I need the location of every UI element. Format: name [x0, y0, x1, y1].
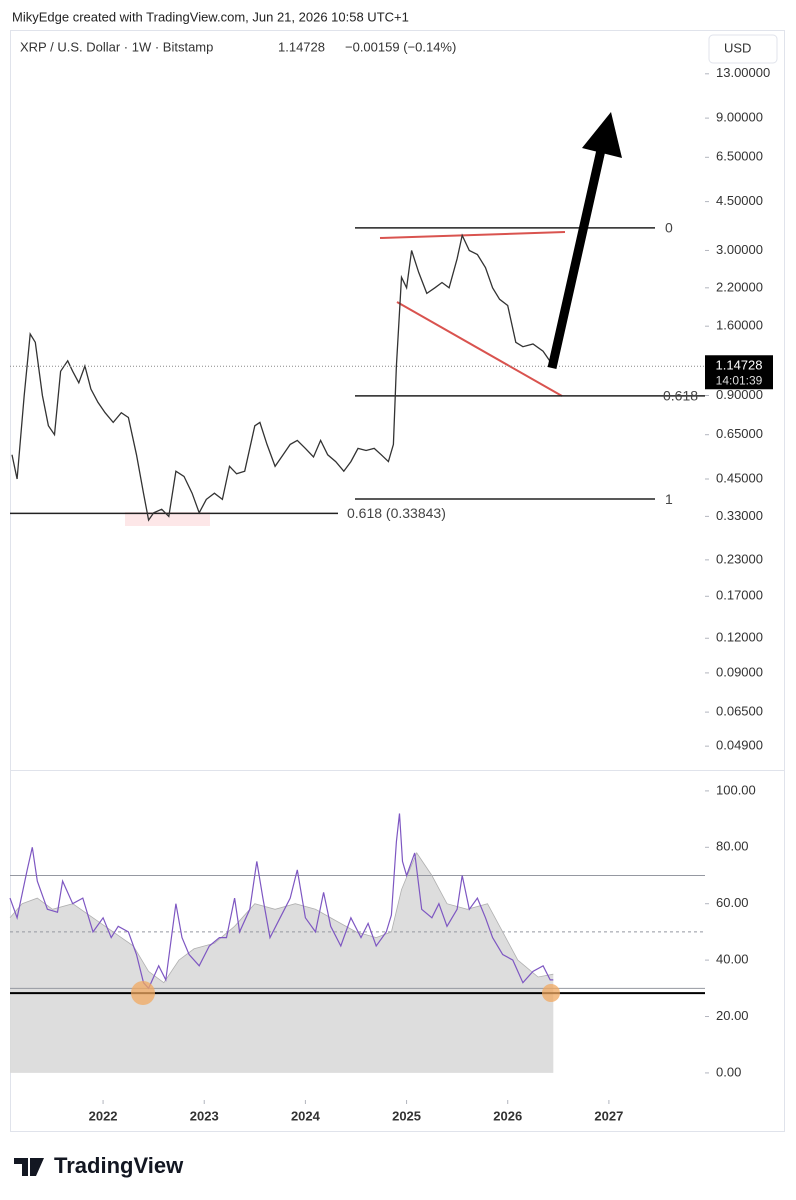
y-tick-label: 2.20000	[716, 279, 763, 294]
logo-dot	[30, 1158, 36, 1164]
ma-area-fill	[10, 852, 554, 1073]
y-tick-label: 6.50000	[716, 149, 763, 164]
fib-label: 0.618	[663, 388, 698, 404]
y-tick-label: 0.23000	[716, 551, 763, 566]
brand-logo	[14, 1158, 44, 1176]
y-tick-label: 60.00	[716, 895, 749, 910]
x-tick-label: 2025	[392, 1108, 421, 1123]
currency-button[interactable]	[708, 34, 778, 64]
y-tick-label: 9.00000	[716, 110, 763, 125]
credit: MikyEdge created with TradingView.com, J…	[12, 9, 409, 24]
chart-frame	[10, 30, 785, 1132]
arrow-head	[582, 112, 622, 158]
symbol-title: XRP / U.S. Dollar · 1W · Bitstamp	[20, 39, 213, 54]
rsi-ma-line	[9, 852, 554, 984]
x-tick-label: 2026	[493, 1108, 522, 1123]
rsi-marker	[542, 984, 560, 1002]
y-tick-label: 0.06500	[716, 704, 763, 719]
y-tick-label: 0.65000	[716, 426, 763, 441]
x-tick-label: 2023	[190, 1108, 219, 1123]
brand: TradingView	[54, 1153, 184, 1178]
y-tick-label: 0.12000	[716, 630, 763, 645]
y-tick-label: 0.45000	[716, 470, 763, 485]
x-tick-label: 2024	[291, 1108, 321, 1123]
y-tick-label: 0.17000	[716, 588, 763, 603]
rsi-marker	[131, 981, 155, 1005]
y-tick-label: 80.00	[716, 839, 749, 854]
arrow-shaft	[547, 149, 606, 369]
y-tick-label: 0.90000	[716, 387, 763, 402]
header-price: 1.14728	[278, 39, 325, 54]
y-tick-label: 4.50000	[716, 193, 763, 208]
header-change: −0.00159 (−0.14%)	[345, 39, 456, 54]
rsi-line	[9, 813, 554, 990]
last-price-box	[705, 355, 773, 390]
last-price-label: 1.14728	[716, 358, 763, 373]
y-tick-label: 0.04900	[716, 738, 763, 753]
y-tick-label: 40.00	[716, 952, 749, 967]
y-tick-label: 13.00000	[716, 65, 770, 80]
countdown: 14:01:39	[716, 373, 763, 387]
trendline-lower	[396, 301, 563, 397]
y-tick-label: 100.00	[716, 782, 756, 797]
fib-label: 1	[665, 491, 673, 507]
x-tick-label: 2022	[89, 1108, 118, 1123]
y-tick-label: 0.09000	[716, 664, 763, 679]
logo-mark	[14, 1158, 44, 1176]
trendline-upper	[379, 231, 566, 239]
x-tick-label: 2027	[594, 1108, 623, 1123]
y-tick-label: 0.33000	[716, 508, 763, 523]
currency[interactable]: USD	[724, 40, 751, 55]
plot-layer: 13.00000 9.00000 6.50000 4.50000 3.00000 2.20…	[9, 65, 773, 1123]
zone-highlight	[125, 512, 210, 526]
y-tick-label: 3.00000	[716, 242, 763, 257]
y-tick-label: 20.00	[716, 1008, 749, 1023]
y-tick-label: 1.60000	[716, 318, 763, 333]
y-tick-label: 0.00	[716, 1064, 741, 1079]
price-line	[11, 233, 554, 522]
fib-label: 0.618 (0.33843)	[347, 505, 446, 521]
fib-label: 0	[665, 220, 673, 236]
